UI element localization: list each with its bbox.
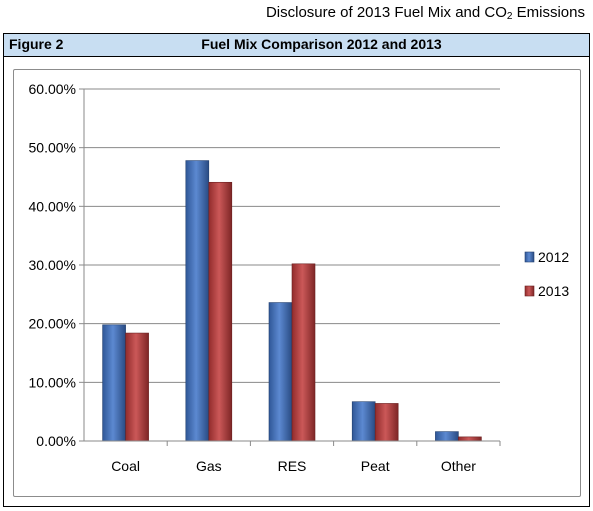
x-tick-label: Gas xyxy=(196,458,222,474)
bar-2012-res xyxy=(268,302,293,442)
bar-2013-gas xyxy=(208,181,233,442)
legend-swatch xyxy=(524,285,535,297)
legend-label: 2012 xyxy=(538,249,569,265)
header-text: Disclosure of 2013 Fuel Mix and CO xyxy=(265,4,507,21)
bar-2012-other xyxy=(435,431,459,442)
y-tick-label: 10.00% xyxy=(29,374,76,390)
figure-title: Fuel Mix Comparison 2012 and 2013 xyxy=(201,36,442,52)
figure-label: Figure 2 xyxy=(9,36,64,52)
bar-2012-peat xyxy=(351,401,376,442)
x-tick-label: Other xyxy=(441,458,476,474)
y-tick-label: 50.00% xyxy=(29,140,76,156)
axis-layer: 0.00% 10.00% 20.00% 30.00% 40.00% 50.00% 60.00… xyxy=(29,81,501,474)
x-tick-label: Peat xyxy=(361,458,390,474)
y-tick-label: 40.00% xyxy=(29,198,76,214)
bar-2013-other xyxy=(458,436,482,442)
x-tick-label: RES xyxy=(278,458,307,474)
header-text-suffix: Emissions xyxy=(512,4,585,21)
figure-title-bar: Figure 2 Fuel Mix Comparison 2012 and 20… xyxy=(4,34,589,57)
legend-swatch xyxy=(524,251,535,263)
bar-2013-res xyxy=(291,263,316,442)
bar-2012-coal xyxy=(102,324,126,442)
chart-area: 0.00% 10.00% 20.00% 30.00% 40.00% 50.00% 60.00… xyxy=(13,69,581,497)
figure-frame: Figure 2 Fuel Mix Comparison 2012 and 20… xyxy=(3,33,590,507)
y-tick-label: 0.00% xyxy=(36,433,76,449)
document-header: Disclosure of 2013 Fuel Mix and CO2 Emis… xyxy=(266,4,585,22)
legend-label: 2013 xyxy=(538,283,569,299)
bar-2013-peat xyxy=(374,403,399,442)
y-tick-label: 60.00% xyxy=(29,81,76,97)
bar-chart: 0.00% 10.00% 20.00% 30.00% 40.00% 50.00% 60.00… xyxy=(29,81,570,474)
bar-2012-gas xyxy=(185,160,210,442)
y-tick-label: 30.00% xyxy=(29,257,76,273)
bar-2013-coal xyxy=(125,332,149,442)
legend-layer: 2012 2013 xyxy=(524,249,569,299)
y-tick-label: 20.00% xyxy=(29,316,76,332)
header-subscript: 2 xyxy=(506,11,513,22)
x-tick-label: Coal xyxy=(111,458,140,474)
bars-layer xyxy=(102,160,482,442)
